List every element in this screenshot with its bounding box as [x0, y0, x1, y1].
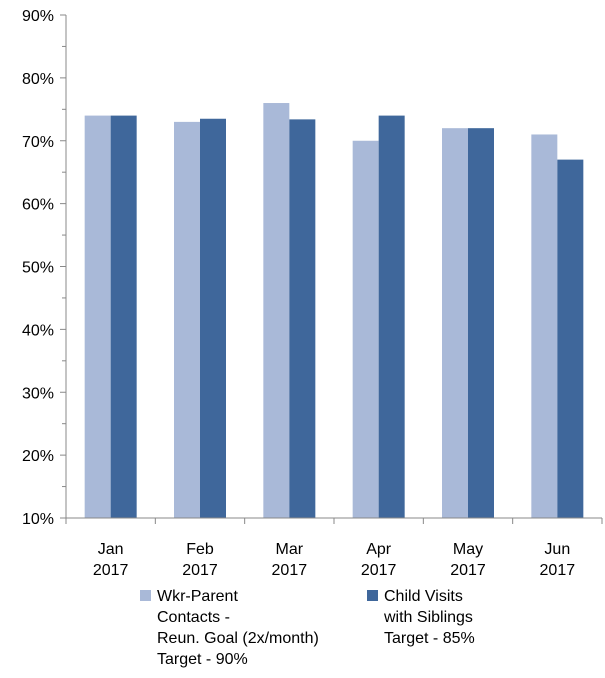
bar-series-2 [378, 115, 405, 518]
legend-swatch-series-2 [367, 590, 378, 601]
bars [84, 103, 584, 519]
y-tick-label: 80% [22, 71, 54, 88]
bar-series-2 [289, 119, 316, 518]
bar-series-1 [84, 115, 111, 518]
y-axis: 10% 20% 30% 40% 50% 60% 70% 80% 90% [22, 8, 67, 528]
x-axis: Jan 2017 Feb 2017 Mar 2017 Apr 2017 May 2017 Jun 20… [65, 517, 603, 579]
legend: Wkr-Parent Contacts - Reun. Goal (2x/mon… [0, 586, 605, 678]
bar-chart: 10% 20% 30% 40% 50% 60% 70% 80% 90% Jan 2017 Feb 20… [22, 8, 603, 579]
x-tick-label: Feb [186, 541, 214, 558]
y-tick-label: 30% [22, 385, 54, 402]
x-tick-label: 2017 [93, 562, 129, 579]
bar-series-2 [200, 118, 226, 519]
y-tick-label: 40% [22, 322, 54, 339]
x-tick-label: 2017 [450, 562, 486, 579]
bar-series-1 [174, 121, 200, 518]
legend-item-series-2: Child Visits with Siblings Target - 85% [367, 586, 475, 649]
legend-label-series-1: Wkr-Parent Contacts - Reun. Goal (2x/mon… [157, 588, 319, 668]
bar-series-2 [110, 115, 137, 518]
x-tick-label: 2017 [540, 562, 576, 579]
bar-series-1 [263, 103, 290, 519]
bar-series-2 [557, 159, 584, 519]
y-tick-label: 90% [22, 8, 54, 25]
y-tick-label: 70% [22, 134, 54, 151]
x-tick-label: 2017 [182, 562, 218, 579]
bar-series-2 [468, 128, 494, 519]
x-tick-label: 2017 [272, 562, 308, 579]
y-tick-label: 20% [22, 448, 54, 465]
x-tick-label: Jun [544, 541, 570, 558]
x-tick-label: May [453, 541, 483, 558]
x-tick-label: Apr [366, 541, 392, 558]
x-tick-label: Mar [276, 541, 304, 558]
bar-series-1 [442, 128, 468, 519]
legend-label-series-2: Child Visits with Siblings Target - 85% [384, 588, 475, 647]
legend-swatch-series-1 [140, 590, 151, 601]
y-tick-label: 10% [22, 511, 54, 528]
bar-series-1 [352, 140, 379, 518]
x-tick-label: 2017 [361, 562, 397, 579]
bar-series-1 [531, 134, 558, 518]
y-tick-label: 50% [22, 260, 54, 277]
legend-item-series-1: Wkr-Parent Contacts - Reun. Goal (2x/mon… [140, 586, 319, 670]
y-tick-label: 60% [22, 197, 54, 214]
x-tick-label: Jan [98, 541, 124, 558]
